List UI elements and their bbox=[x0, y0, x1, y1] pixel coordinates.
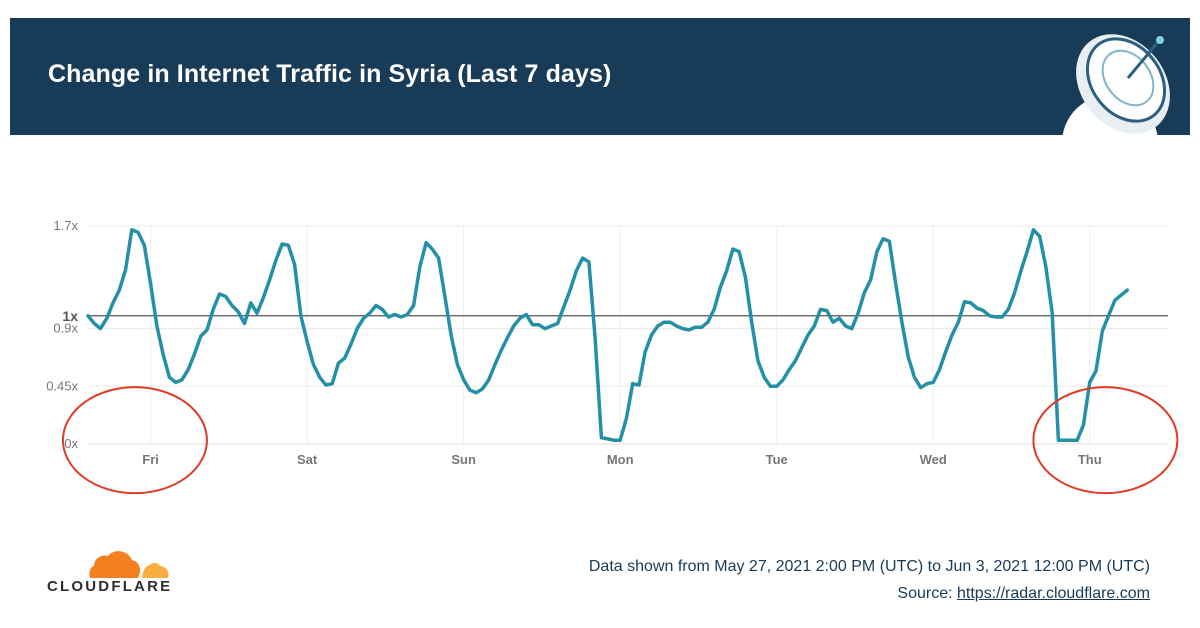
traffic-series-line bbox=[86, 228, 1130, 442]
x-tick-label: Tue bbox=[766, 452, 788, 467]
x-tick-label: Mon bbox=[607, 452, 634, 467]
x-tick-label: Fri bbox=[142, 452, 159, 467]
x-tick-label: Sun bbox=[451, 452, 476, 467]
source-line: Source: https://radar.cloudflare.com bbox=[589, 580, 1150, 607]
cloudflare-cloud-icon bbox=[89, 551, 169, 578]
y-tick-label: 0x bbox=[64, 436, 78, 451]
y-tick-label: 1.7x bbox=[53, 218, 78, 233]
x-tick-label: Wed bbox=[920, 452, 947, 467]
traffic-line-chart: 0x 0.45x 0.9x 1.7x Fri Sat Sun Mon Tue Wed Thu 1x bbox=[46, 218, 1179, 495]
reference-line-label: 1x bbox=[62, 308, 78, 324]
outage-highlight-ellipse bbox=[1032, 386, 1179, 495]
footer-info: Data shown from May 27, 2021 2:00 PM (UT… bbox=[589, 553, 1150, 607]
x-tick-label: Thu bbox=[1078, 452, 1102, 467]
data-range-text: Data shown from May 27, 2021 2:00 PM (UT… bbox=[588, 558, 1150, 575]
y-tick-label: 0.9x bbox=[53, 321, 78, 336]
source-label: Source: bbox=[897, 585, 958, 602]
page-title: Change in Internet Traffic in Syria (Las… bbox=[48, 60, 612, 88]
x-tick-label: Sat bbox=[297, 452, 318, 467]
y-tick-label: 0.45x bbox=[46, 378, 78, 393]
satellite-dish-icon bbox=[1062, 34, 1170, 135]
header-banner: Change in Internet Traffic in Syria (Las… bbox=[10, 18, 1190, 135]
cloudflare-logo-text: CLOUDFLARE bbox=[47, 578, 173, 595]
source-link[interactable]: https://radar.cloudflare.com bbox=[957, 585, 1150, 602]
outage-highlight-ellipse bbox=[61, 386, 208, 495]
